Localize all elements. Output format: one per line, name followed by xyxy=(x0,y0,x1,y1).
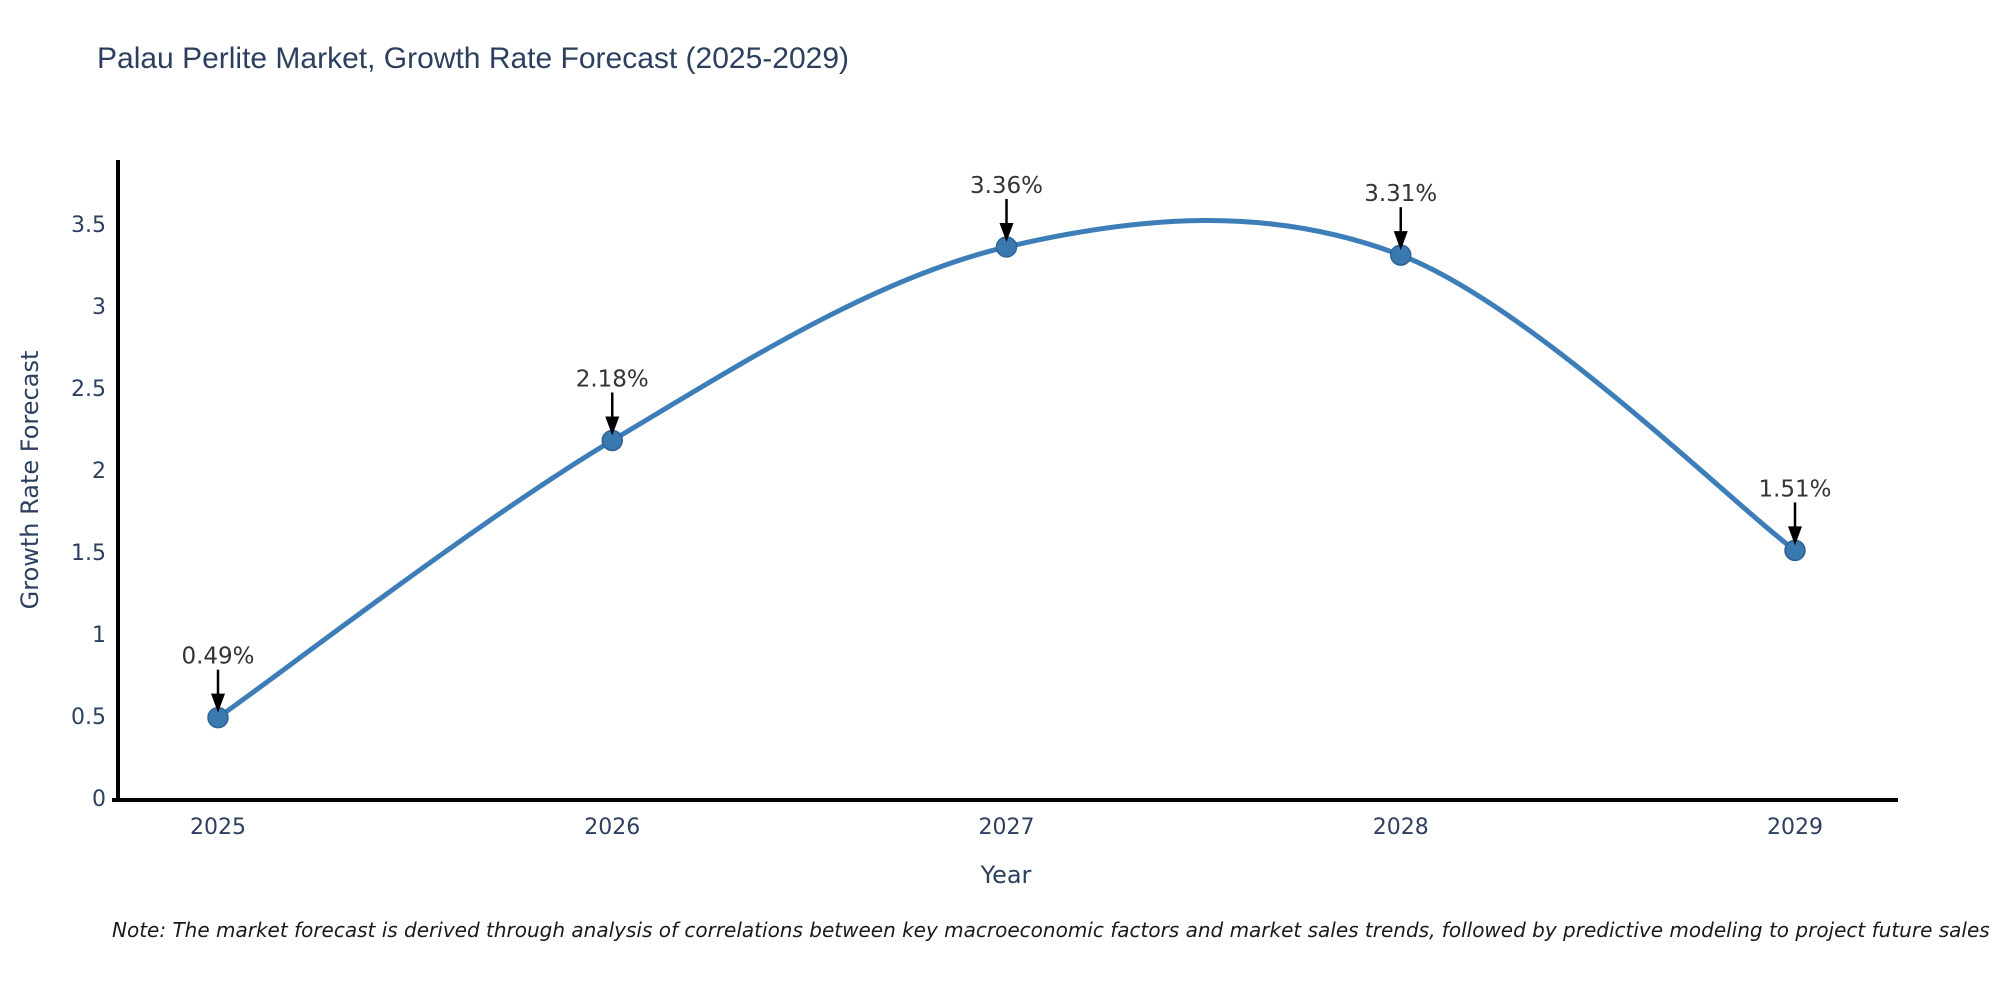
x-axis-title: Year xyxy=(980,861,1032,889)
x-tick-label: 2028 xyxy=(1373,815,1429,840)
annotation-arrowhead-2027 xyxy=(999,222,1014,242)
y-tick-label: 3 xyxy=(92,295,106,320)
y-tick-label: 2 xyxy=(92,459,106,484)
y-tick-label: 1 xyxy=(92,623,106,648)
annotation-label-2028: 3.31% xyxy=(1364,181,1437,207)
chart-title: Palau Perlite Market, Growth Rate Foreca… xyxy=(97,42,850,75)
y-tick-label: 1.5 xyxy=(71,541,106,566)
y-tick-label: 0.5 xyxy=(71,705,106,730)
annotation-label-2027: 3.36% xyxy=(970,173,1043,199)
annotation-label-2025: 0.49% xyxy=(181,644,254,670)
x-tick-label: 2029 xyxy=(1767,815,1823,840)
annotation-arrowhead-2028 xyxy=(1393,231,1408,251)
forecast-line xyxy=(215,218,1798,721)
y-tick-label: 0 xyxy=(92,787,106,812)
y-tick-label: 2.5 xyxy=(71,377,106,402)
y-axis-title: Growth Rate Forecast xyxy=(16,350,44,610)
x-tick-label: 2026 xyxy=(584,815,640,840)
annotation-label-2029: 1.51% xyxy=(1758,476,1831,502)
x-tick-label: 2025 xyxy=(190,815,246,840)
annotation-arrowhead-2025 xyxy=(211,693,225,713)
annotation-label-2026: 2.18% xyxy=(576,366,649,392)
x-tick-label: 2027 xyxy=(979,815,1035,840)
annotation-arrowhead-2026 xyxy=(605,416,620,436)
annotation-arrowhead-2029 xyxy=(1788,526,1802,546)
y-tick-label: 3.5 xyxy=(71,213,106,238)
footnote: Note: The market forecast is derived thr… xyxy=(112,918,1990,942)
